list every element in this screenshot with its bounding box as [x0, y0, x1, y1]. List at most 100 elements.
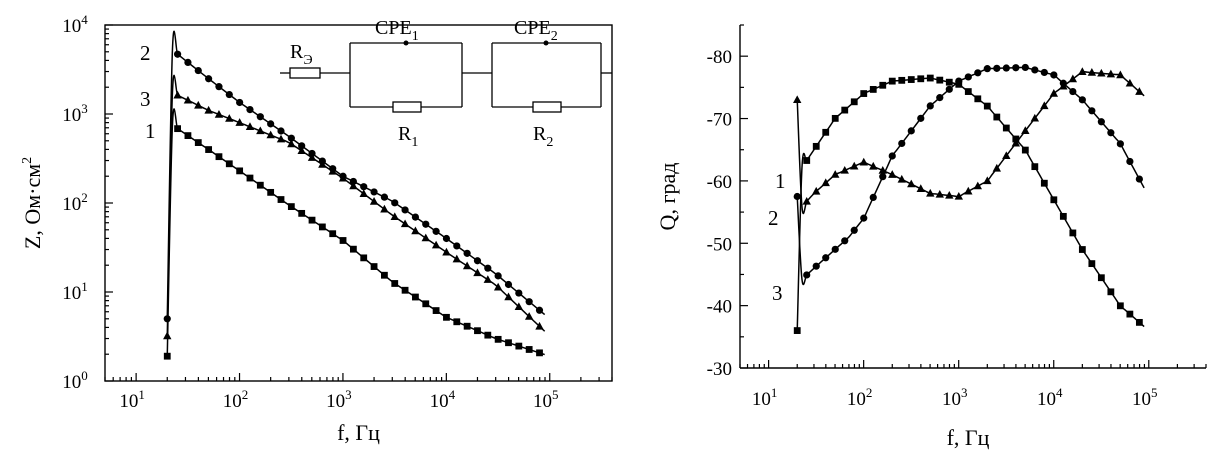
data-point [380, 204, 389, 213]
circuit-label-name: CPE [514, 17, 551, 39]
y-tick-label-exp: 4 [81, 12, 88, 27]
y-tick-label: 100 [62, 368, 88, 393]
data-point [869, 193, 877, 201]
data-point [974, 69, 982, 77]
x-tick-label: 103 [942, 385, 968, 410]
data-point [1040, 101, 1049, 110]
data-point [898, 76, 906, 84]
data-point [926, 74, 934, 82]
data-point [246, 174, 254, 182]
series-2 [163, 30, 546, 323]
data-point [173, 50, 182, 58]
data-point [494, 335, 502, 343]
data-point [1097, 118, 1105, 126]
data-point [1031, 66, 1039, 74]
data-point [793, 327, 801, 334]
data-point [983, 65, 991, 73]
data-point [174, 125, 181, 133]
y-tick-label-exp: 2 [81, 190, 88, 205]
data-point [411, 213, 420, 221]
data-point [411, 226, 420, 235]
y-tick-label-base: 10 [62, 105, 81, 126]
data-point [359, 189, 368, 197]
data-point [1012, 64, 1020, 72]
data-point [1059, 79, 1067, 87]
y-axis-label-sup: 2 [20, 157, 35, 164]
data-point [484, 331, 492, 339]
circuit-label-sub: 1 [411, 135, 418, 150]
x-tick-label-exp: 5 [552, 387, 559, 402]
y-axis-label: Z, Ом·см2 [20, 157, 45, 249]
data-point [831, 114, 839, 122]
data-point [945, 190, 954, 199]
data-point [390, 212, 399, 221]
data-point [536, 349, 543, 357]
data-point [831, 245, 839, 253]
data-point [443, 313, 450, 321]
y-tick-label: -60 [707, 172, 732, 193]
data-point [453, 242, 461, 250]
data-point [964, 73, 972, 81]
data-point [349, 181, 358, 190]
circuit-label-sub: 2 [546, 135, 553, 150]
data-point [983, 176, 992, 185]
data-point [1135, 318, 1143, 326]
y-tick-label-exp: 0 [81, 368, 88, 383]
y-tick-label-base: 10 [62, 194, 81, 215]
data-point [888, 170, 897, 178]
data-point [391, 199, 399, 207]
resistor-re [289, 67, 321, 79]
data-point [214, 109, 224, 118]
data-point [504, 292, 513, 301]
data-point [267, 120, 275, 128]
data-point [974, 95, 982, 103]
y-tick-label-base: 10 [62, 283, 81, 304]
data-point [907, 76, 915, 83]
data-point [831, 170, 840, 178]
data-point [1002, 64, 1010, 72]
x-tick-label-exp: 2 [242, 387, 249, 402]
data-point [370, 188, 378, 196]
data-point [318, 223, 326, 231]
data-point [349, 177, 357, 186]
data-point [1021, 126, 1030, 134]
data-point [1050, 196, 1058, 204]
data-point [821, 178, 830, 187]
data-point [205, 146, 213, 153]
data-point [840, 165, 849, 174]
data-point [879, 173, 887, 181]
data-point [163, 331, 172, 340]
data-point [1078, 67, 1087, 75]
data-point [993, 113, 1001, 121]
data-point [381, 271, 388, 279]
x-tick-label-exp: 4 [449, 387, 456, 402]
circuit-label-name: R [290, 41, 304, 63]
data-point [298, 209, 306, 217]
x-tick-label-base: 10 [847, 389, 866, 410]
data-point [803, 157, 811, 164]
data-point [452, 254, 461, 263]
data-point [505, 339, 512, 347]
data-point [822, 128, 830, 136]
data-point [236, 167, 244, 175]
data-point [421, 233, 430, 242]
data-point [850, 98, 858, 106]
x-tick-label: 105 [1132, 385, 1158, 410]
data-point [1040, 179, 1048, 187]
circuit-label-name: R [398, 123, 412, 145]
data-point [484, 264, 492, 272]
y-tick-label: -70 [707, 110, 732, 131]
circuit-label-cpe-2: CPE2 [514, 17, 558, 44]
data-point [483, 275, 493, 283]
data-point [935, 189, 944, 198]
data-point [349, 245, 357, 253]
data-point [1088, 260, 1096, 268]
data-point [307, 153, 317, 161]
x-tick-label: 104 [1037, 385, 1063, 410]
data-point [812, 262, 820, 270]
data-point [287, 134, 295, 142]
data-point [360, 254, 368, 262]
y-tick-label: -40 [707, 297, 732, 318]
data-point [432, 227, 440, 235]
phase-angle-chart: 101 102 103 104 105-80-70-60-50-40-30f, ГцQ,… [655, 24, 1207, 450]
